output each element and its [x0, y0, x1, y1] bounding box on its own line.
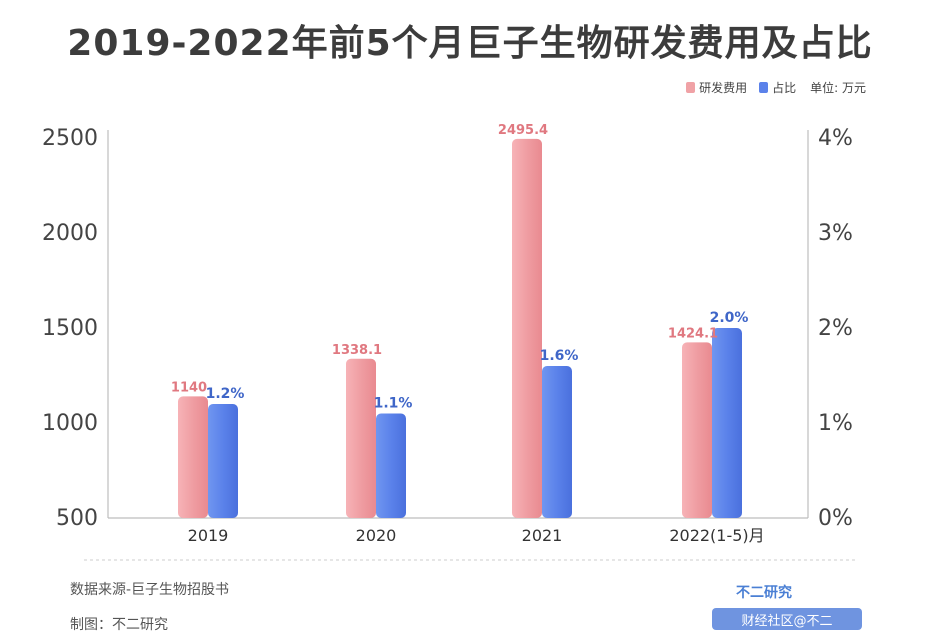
bar-ratio: [208, 404, 238, 518]
data-label-ratio: 1.2%: [206, 386, 245, 402]
data-label-rd: 1338.1: [332, 343, 382, 358]
y-left-tick-label: 1500: [42, 316, 98, 341]
bars: [178, 138, 742, 518]
unit-label: 单位: 万元: [810, 81, 866, 95]
legend-swatch-rd: [686, 82, 696, 93]
x-tick-label: 2020: [356, 526, 397, 545]
chart-title: 2019-2022年前5个月巨子生物研发费用及占比: [67, 23, 873, 64]
data-label-rd: 1140: [171, 380, 207, 395]
y-left-tick-label: 2500: [42, 126, 98, 151]
data-label-ratio: 1.1%: [374, 396, 413, 412]
bar-rd: [346, 358, 376, 518]
legend-label-ratio: 占比: [772, 81, 797, 95]
y-left-tick-label: 1000: [42, 411, 98, 436]
x-tick-label: 2019: [188, 526, 229, 545]
y-right-tick-label: 2%: [818, 316, 853, 341]
bar-ratio: [376, 413, 406, 518]
bar-rd: [682, 342, 712, 518]
x-tick-label: 2022(1-5)月: [669, 526, 764, 545]
bar-rd: [178, 396, 208, 518]
data-label-rd: 1424.1: [668, 326, 718, 341]
data-label-rd: 2495.4: [498, 123, 548, 138]
brand-label: 不二研究: [736, 585, 792, 601]
legend-item-rd: 研发费用: [686, 79, 747, 96]
y-right-tick-label: 1%: [818, 411, 853, 436]
y-right-tick-label: 4%: [818, 126, 853, 151]
legend-item-ratio: 占比: [759, 79, 796, 96]
source-note: 数据来源-巨子生物招股书: [70, 582, 230, 598]
author-note: 制图：不二研究: [70, 617, 168, 633]
watermark-badge: 财经社区@不二: [712, 608, 862, 630]
y-right-tick-label: 0%: [818, 506, 853, 531]
y-left-tick-label: 500: [56, 506, 98, 531]
legend-swatch-ratio: [759, 82, 769, 93]
x-tick-label: 2021: [522, 526, 563, 545]
bar-ratio: [542, 366, 572, 518]
y-right-tick-label: 3%: [818, 221, 853, 246]
bar-ratio: [712, 328, 742, 518]
data-label-ratio: 1.6%: [540, 348, 579, 364]
legend: 研发费用 占比 单位: 万元: [674, 79, 866, 96]
y-left-tick-label: 2000: [42, 221, 98, 246]
data-label-ratio: 2.0%: [710, 310, 749, 326]
legend-label-rd: 研发费用: [699, 81, 748, 95]
bar-rd: [512, 138, 542, 518]
axes: 500 1000 1500 2000 2500 0% 1% 2% 3% 4% 2019 2020 202…: [42, 126, 853, 545]
